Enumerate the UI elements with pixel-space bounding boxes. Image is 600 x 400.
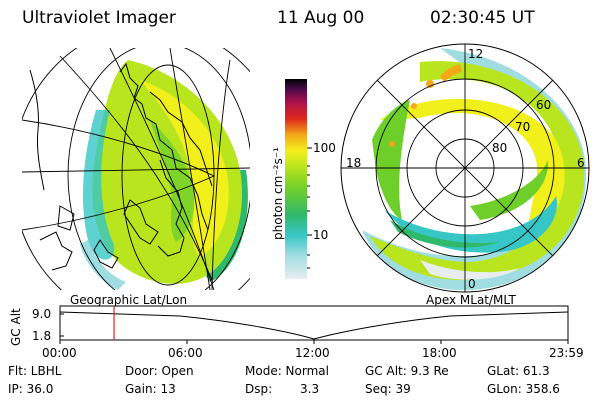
mlt-label-18: 18 [346,156,362,170]
altitude-tick-9: 9.0 [32,307,52,321]
gain-status: Gain: 13 [125,382,176,396]
intensity-colorbar [285,79,307,279]
geographic-caption: Geographic Lat/Lon [70,293,188,307]
geographic-image [22,48,250,290]
time-tick-1200: 12:00 [295,346,330,360]
mlt-label-0: 0 [468,277,476,291]
dsp-value: 3.3 [300,382,320,396]
imager-title: Ultraviolet Imager [22,8,176,28]
colorbar-tick-100: 100 [313,141,336,155]
ip-status: IP: 36.0 [8,382,54,396]
time-tick-2359: 23:59 [549,346,584,360]
altitude-curve [59,311,569,340]
polar-image [341,44,589,292]
colorbar-tick-10: 10 [313,228,329,242]
altitude-plot-frame [59,305,569,341]
mlt-label-12: 12 [468,47,484,61]
polar-rim [340,43,590,293]
image-date: 11 Aug 00 [277,8,365,28]
altitude-axis-label: GC Alt [9,308,23,346]
filter-status: Flt: LBHL [8,364,62,378]
gc-alt-status: GC Alt: 9.3 Re [365,364,449,378]
mlat-label-70: 70 [515,120,531,134]
mlat-label-80: 80 [492,141,508,155]
time-tick-1800: 18:00 [422,346,457,360]
altitude-tick-1-8: 1.8 [32,329,52,343]
image-time: 02:30:45 UT [430,8,535,28]
time-tick-0000: 00:00 [42,346,77,360]
time-tick-0600: 06:00 [168,346,203,360]
mlat-label-60: 60 [536,98,552,112]
colorbar-ticks [307,147,312,269]
mode-status: Mode: Normal [245,364,329,378]
door-status: Door: Open [125,364,194,378]
apex-caption: Apex MLat/MLT [426,293,516,307]
mlt-label-6: 6 [577,156,585,170]
seq-status: Seq: 39 [365,382,411,396]
glat-status: GLat: 61.3 [487,364,550,378]
colorbar-unit-label: photon cm⁻²s⁻¹ [271,147,285,240]
dsp-label: Dsp: [245,382,273,396]
glon-status: GLon: 358.6 [487,382,560,396]
